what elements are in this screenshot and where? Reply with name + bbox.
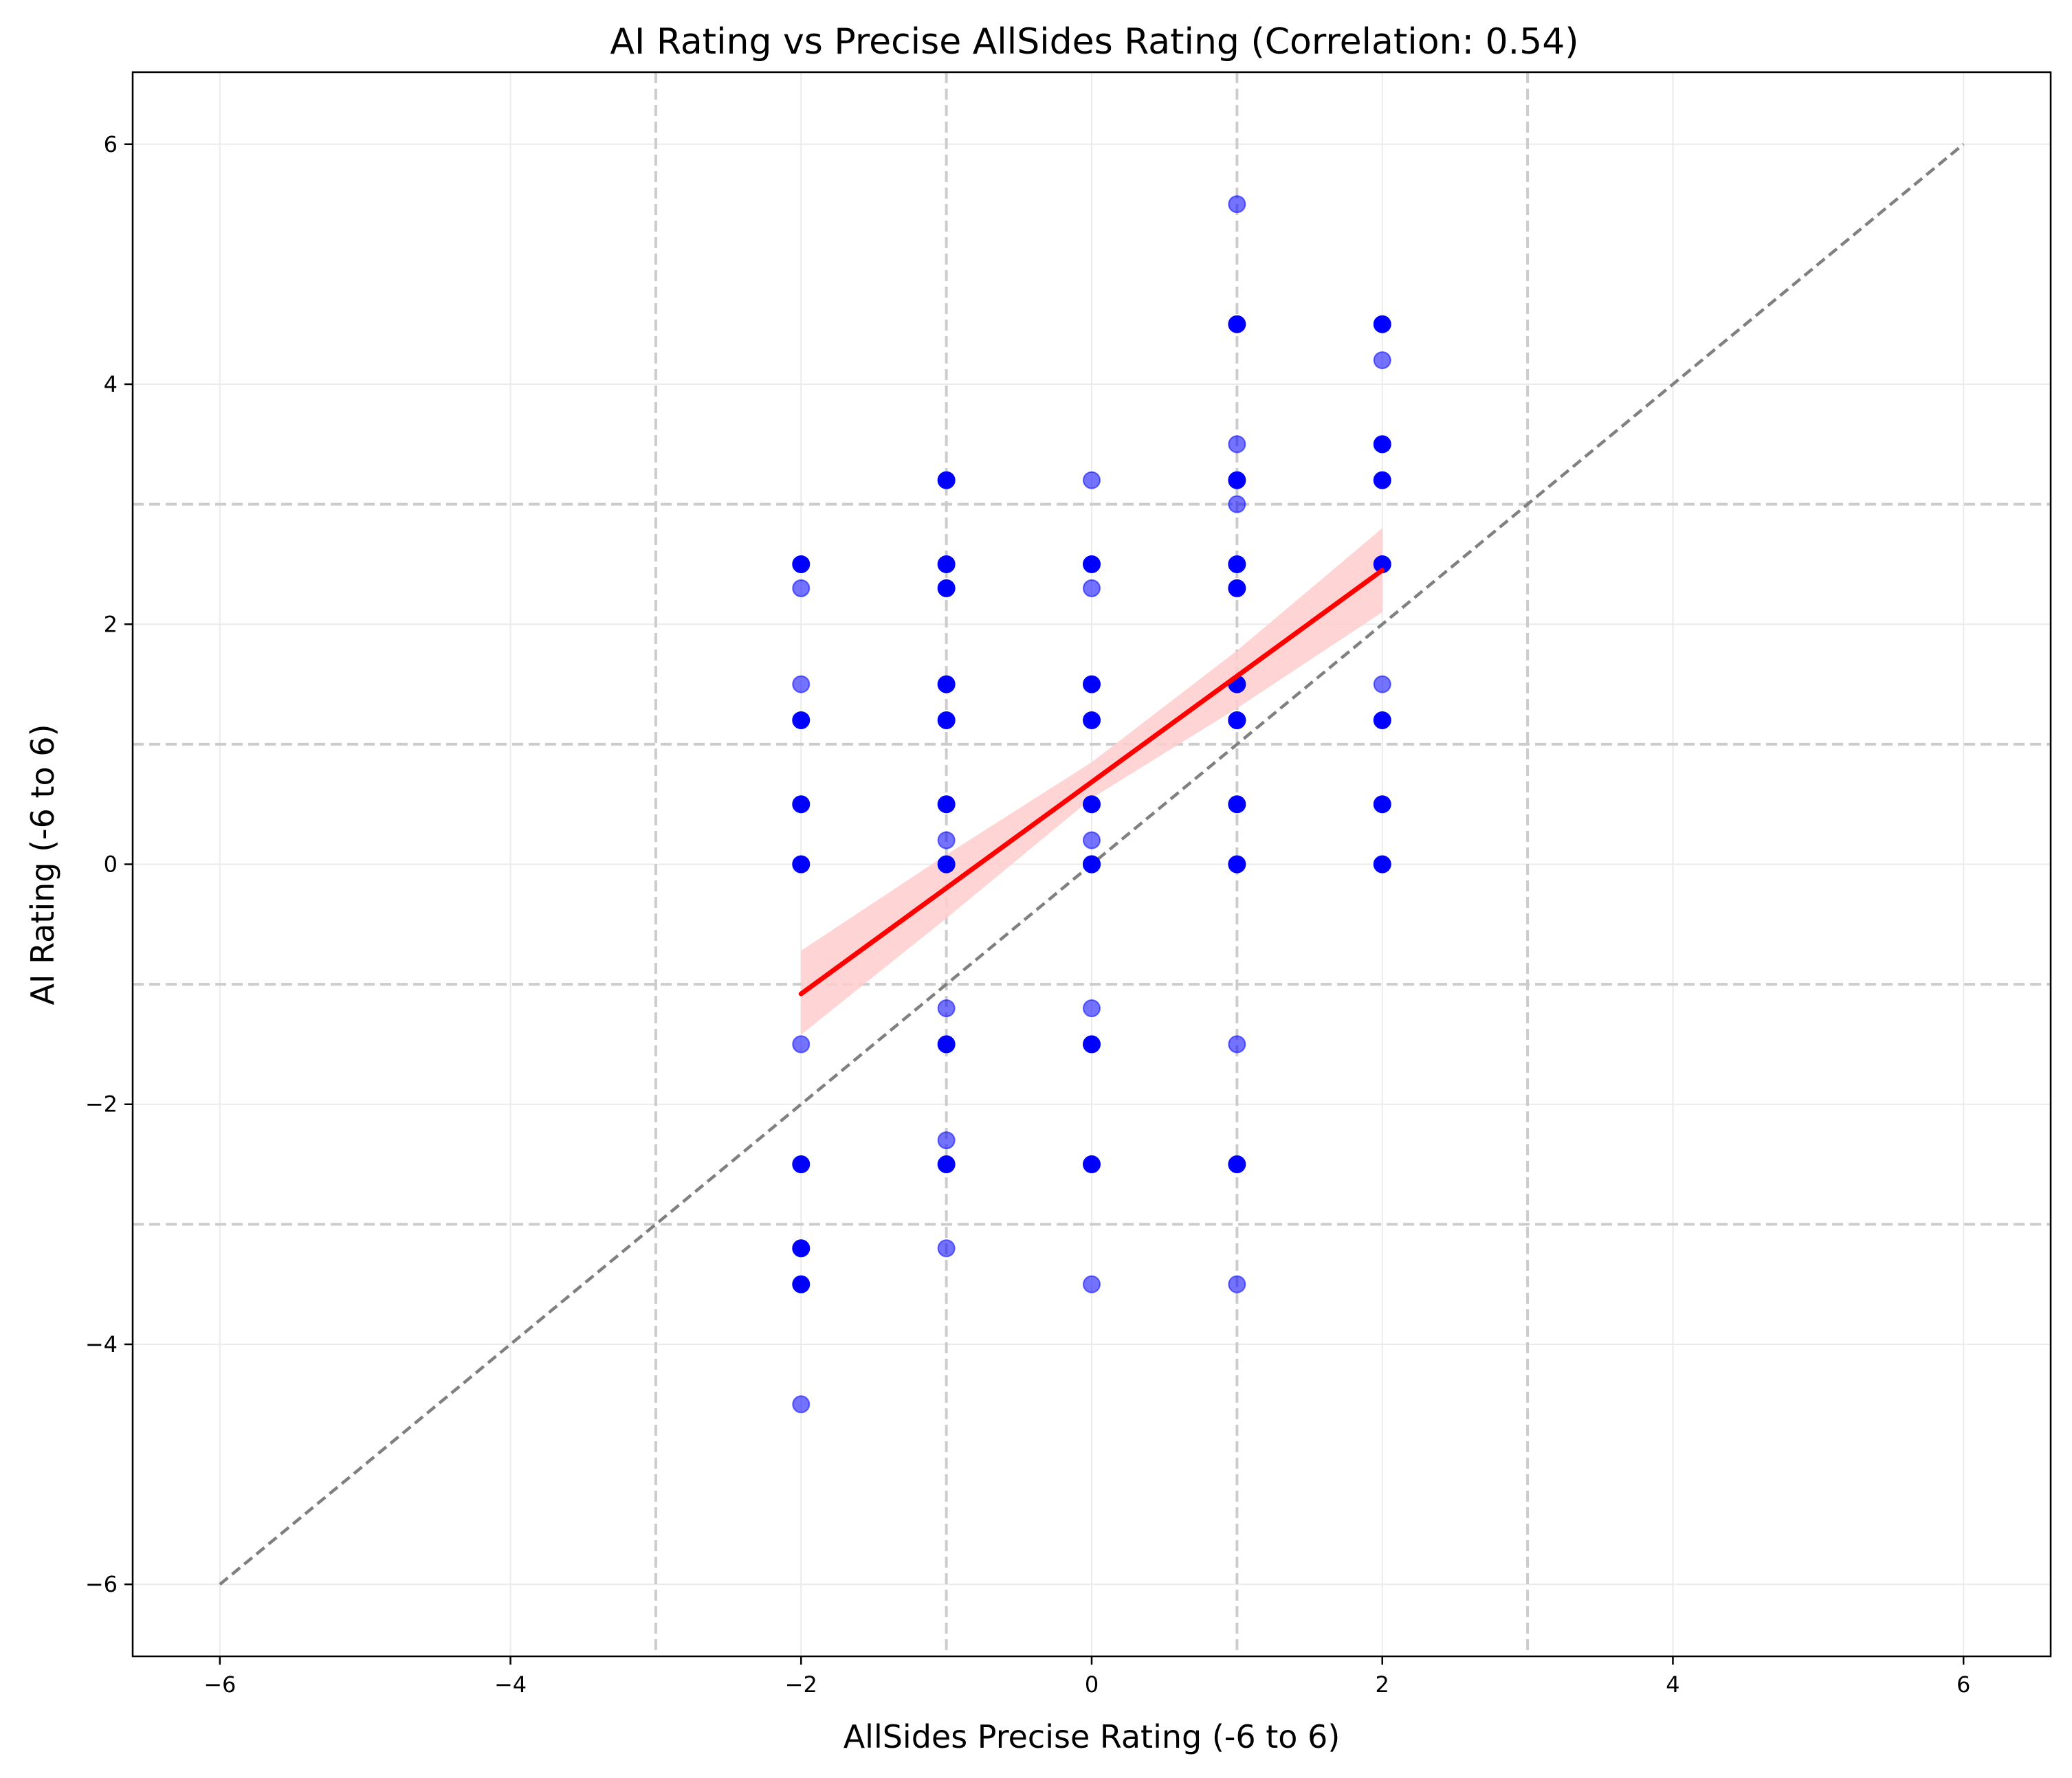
data-point [1083,579,1101,597]
data-point [1083,795,1101,814]
data-point [1083,999,1101,1018]
x-axis-label: AllSides Precise Rating (-6 to 6) [844,1718,1341,1755]
data-point [937,579,956,597]
x-tick-label: −4 [494,1671,527,1698]
data-point [792,1275,811,1293]
y-tick-label: −4 [85,1331,118,1357]
data-point [792,579,811,597]
x-tick-label: −6 [203,1671,236,1698]
y-axis-label: AI Rating (-6 to 6) [24,724,61,1005]
x-axis-ticks: −6 −4 −2 0 2 4 6 [203,1656,1970,1698]
data-point [1228,579,1246,597]
data-points [792,195,1391,1414]
y-tick-label: 2 [104,611,118,637]
data-point [937,999,956,1018]
data-point [1083,471,1101,489]
data-point [1228,195,1246,214]
data-point [1373,675,1391,693]
data-point [1228,1035,1246,1054]
x-tick-label: 6 [1957,1671,1970,1698]
data-point [937,1035,956,1054]
data-point [792,855,811,874]
data-point [937,1131,956,1150]
data-point [937,855,956,874]
data-point [937,831,956,849]
data-point [792,1155,811,1174]
data-point [1373,711,1391,729]
data-point [1373,315,1391,333]
x-tick-label: 0 [1085,1671,1099,1698]
data-point [792,1395,811,1414]
data-point [1083,711,1101,729]
x-tick-label: 4 [1666,1671,1679,1698]
y-axis-ticks: −6 −4 −2 0 2 4 6 [85,131,133,1597]
y-tick-label: 0 [104,852,118,878]
regression-line [798,568,1385,997]
data-point [1228,711,1246,729]
data-point [1373,795,1391,814]
data-point [1083,1035,1101,1054]
y-tick-label: 4 [104,371,118,397]
data-point [1228,1275,1246,1293]
data-point [1083,1155,1101,1174]
data-point [1228,795,1246,814]
data-point [1083,831,1101,849]
x-tick-label: 2 [1376,1671,1389,1698]
data-point [792,1035,811,1054]
data-point [1083,555,1101,573]
data-point [1083,1275,1101,1293]
y-tick-label: 6 [104,131,118,157]
data-point [1373,855,1391,874]
data-point [792,795,811,814]
data-point [1373,435,1391,454]
data-point [1083,855,1101,874]
regression-line-path [798,568,1385,997]
data-point [937,471,956,489]
data-point [937,675,956,693]
data-point [792,555,811,573]
data-point [937,711,956,729]
data-point [1228,855,1246,874]
chart-title: AI Rating vs Precise AllSides Rating (Co… [610,21,1578,63]
data-point [937,1239,956,1258]
data-point [1228,555,1246,573]
y-tick-label: −2 [85,1091,118,1118]
data-point [1228,495,1246,513]
x-tick-label: −2 [785,1671,817,1698]
data-point [1228,435,1246,454]
data-point [1228,315,1246,333]
data-point [937,1155,956,1174]
data-point [792,675,811,693]
data-point [1373,471,1391,489]
data-point [1373,351,1391,370]
data-point [937,555,956,573]
data-point [792,711,811,729]
y-tick-label: −6 [85,1571,118,1597]
data-point [937,795,956,814]
data-point [1228,471,1246,489]
data-point [792,1239,811,1258]
data-point [1083,675,1101,693]
data-point [1228,1155,1246,1174]
